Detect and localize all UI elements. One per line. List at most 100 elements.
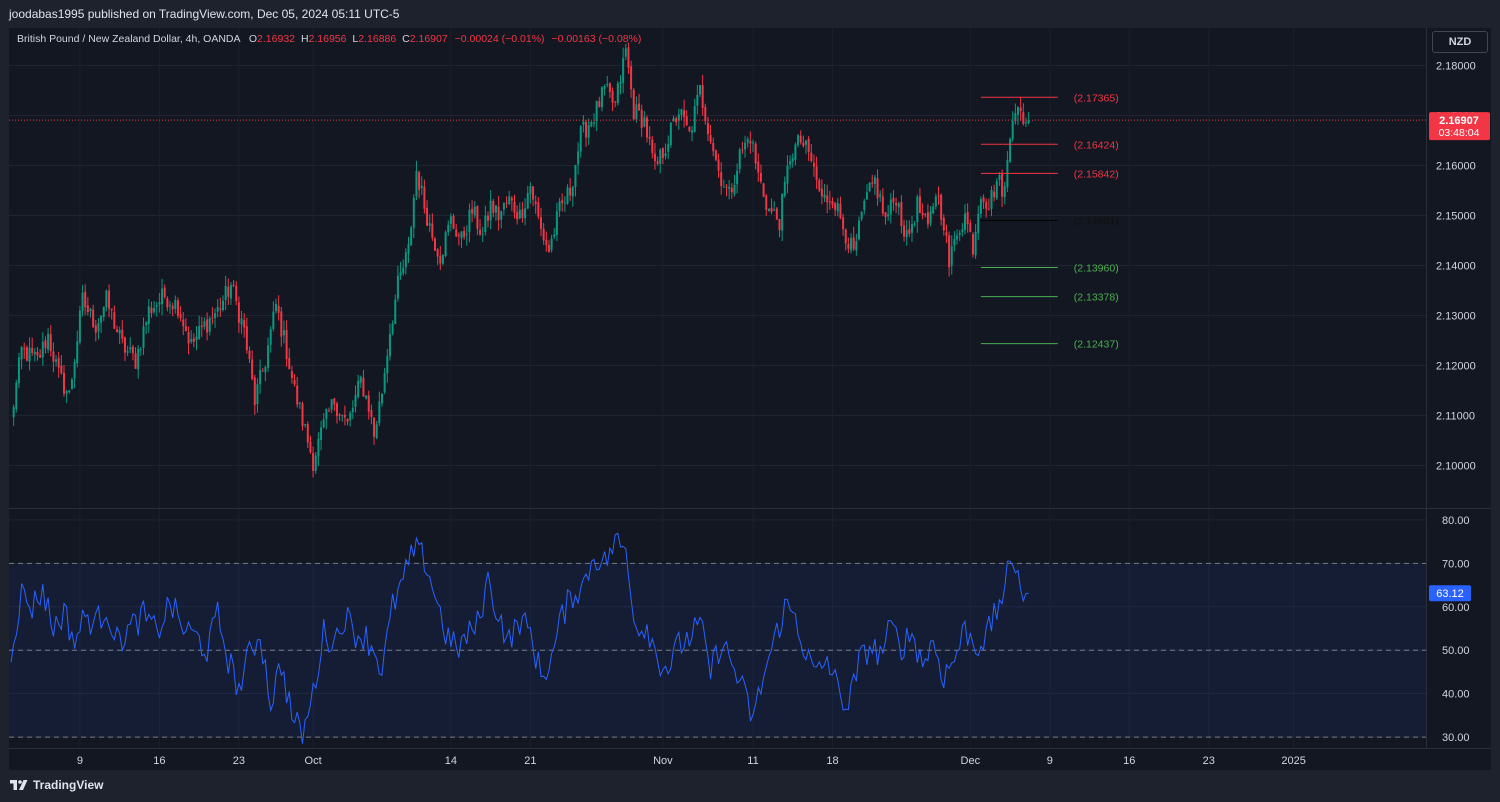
candle-body <box>105 290 108 308</box>
candle-body <box>677 114 680 121</box>
candle-body <box>388 334 391 357</box>
candle-body <box>903 225 906 237</box>
candle-body <box>479 229 482 235</box>
candle-body <box>280 311 283 337</box>
candle-body <box>92 309 95 328</box>
candle-body <box>328 410 330 412</box>
candle-body <box>971 234 974 255</box>
publisher-line: joodabas1995 published on TradingView.co… <box>9 7 400 21</box>
candle-body <box>585 121 588 138</box>
candle-body <box>373 417 376 437</box>
candle-body <box>418 172 421 190</box>
candle-body <box>532 186 535 200</box>
candle-body <box>990 189 993 210</box>
candle-body <box>296 385 299 405</box>
candle-body <box>200 325 203 328</box>
candle-body <box>953 238 956 246</box>
candle-body <box>550 238 553 251</box>
candle-body <box>264 367 267 373</box>
symbol-name[interactable]: British Pound / New Zealand Dollar, 4h, … <box>17 33 240 45</box>
candle-body <box>23 348 26 350</box>
candle-body <box>571 186 574 197</box>
candle-body <box>775 208 778 220</box>
candle-body <box>49 333 52 352</box>
rsi-band <box>9 563 1426 738</box>
candle-body <box>55 359 58 362</box>
candle-body <box>518 209 521 219</box>
candle-body <box>1009 139 1012 162</box>
level-label: (2.17365) <box>1074 92 1119 104</box>
candle-body <box>982 197 985 203</box>
candle-body <box>789 161 792 165</box>
candle-body <box>699 84 701 95</box>
candle-body <box>744 142 747 150</box>
candle-body <box>958 232 961 235</box>
candle-body <box>555 211 558 235</box>
high-label: H <box>300 33 309 45</box>
candle-body <box>847 243 850 249</box>
candle-body <box>759 172 762 182</box>
candle-body <box>1024 122 1027 124</box>
candle-body <box>195 336 198 340</box>
candle-body <box>966 212 969 225</box>
candle-body <box>12 407 15 418</box>
candle-body <box>253 377 256 406</box>
candle-body <box>608 83 611 93</box>
candle-body <box>720 172 723 186</box>
candle-body <box>757 161 760 173</box>
brand[interactable]: TradingView <box>10 778 103 792</box>
time-tick-label: Oct <box>305 755 322 767</box>
candle-body <box>309 441 312 452</box>
candle-body <box>574 165 577 188</box>
candle-body <box>312 452 315 471</box>
candle-body <box>805 140 807 145</box>
candle-body <box>118 330 121 334</box>
price-tick-label: 2.12000 <box>1436 361 1476 373</box>
candle-body <box>969 223 972 233</box>
level-label: (2.13960) <box>1074 263 1119 275</box>
candle-body <box>28 347 31 362</box>
candle-body <box>65 391 68 394</box>
candle-body <box>285 330 288 360</box>
candle-body <box>842 217 845 230</box>
candle-body <box>277 305 280 313</box>
candle-body <box>145 322 148 326</box>
candle-body <box>354 395 357 407</box>
candle-body <box>728 186 731 189</box>
candle-body <box>245 326 248 351</box>
candle-body <box>100 315 103 323</box>
candle-body <box>330 399 333 410</box>
candle-body <box>916 196 919 222</box>
close-label: C <box>402 33 410 45</box>
candle-body <box>797 135 800 146</box>
candle-body <box>73 362 76 379</box>
candle-body <box>174 299 177 309</box>
candle-body <box>948 235 951 268</box>
candle-body <box>304 424 307 426</box>
currency-button[interactable]: NZD <box>1432 31 1488 53</box>
candle-body <box>767 208 770 212</box>
candle-body <box>1019 107 1022 112</box>
candle-body <box>1022 112 1025 124</box>
candle-body <box>598 101 601 108</box>
level-label: (2.15842) <box>1074 168 1119 180</box>
candle-body <box>494 205 497 213</box>
candle-body <box>444 232 447 256</box>
candle-body <box>108 290 111 309</box>
chart-canvas[interactable]: (2.17365) (2.16424) (2.15842) (2.14901) (2.1… <box>9 28 1491 770</box>
last-price-badge-price: 2.16907 <box>1439 115 1479 127</box>
candle-body <box>717 159 720 171</box>
candle-body <box>897 203 900 208</box>
candle-body <box>871 182 874 184</box>
candle-body <box>468 209 471 233</box>
candle-body <box>913 223 916 225</box>
candle-body <box>850 237 853 251</box>
price-tick-label: 2.15000 <box>1436 211 1476 223</box>
candle-body <box>754 143 757 164</box>
candle-body <box>261 370 264 372</box>
candle-body <box>781 193 784 231</box>
chart-panel[interactable]: (2.17365) (2.16424) (2.15842) (2.14901) (2.1… <box>9 28 1491 770</box>
level-label: (2.14901) <box>1074 215 1119 227</box>
candle-body <box>664 153 667 157</box>
candle-body <box>852 237 855 250</box>
